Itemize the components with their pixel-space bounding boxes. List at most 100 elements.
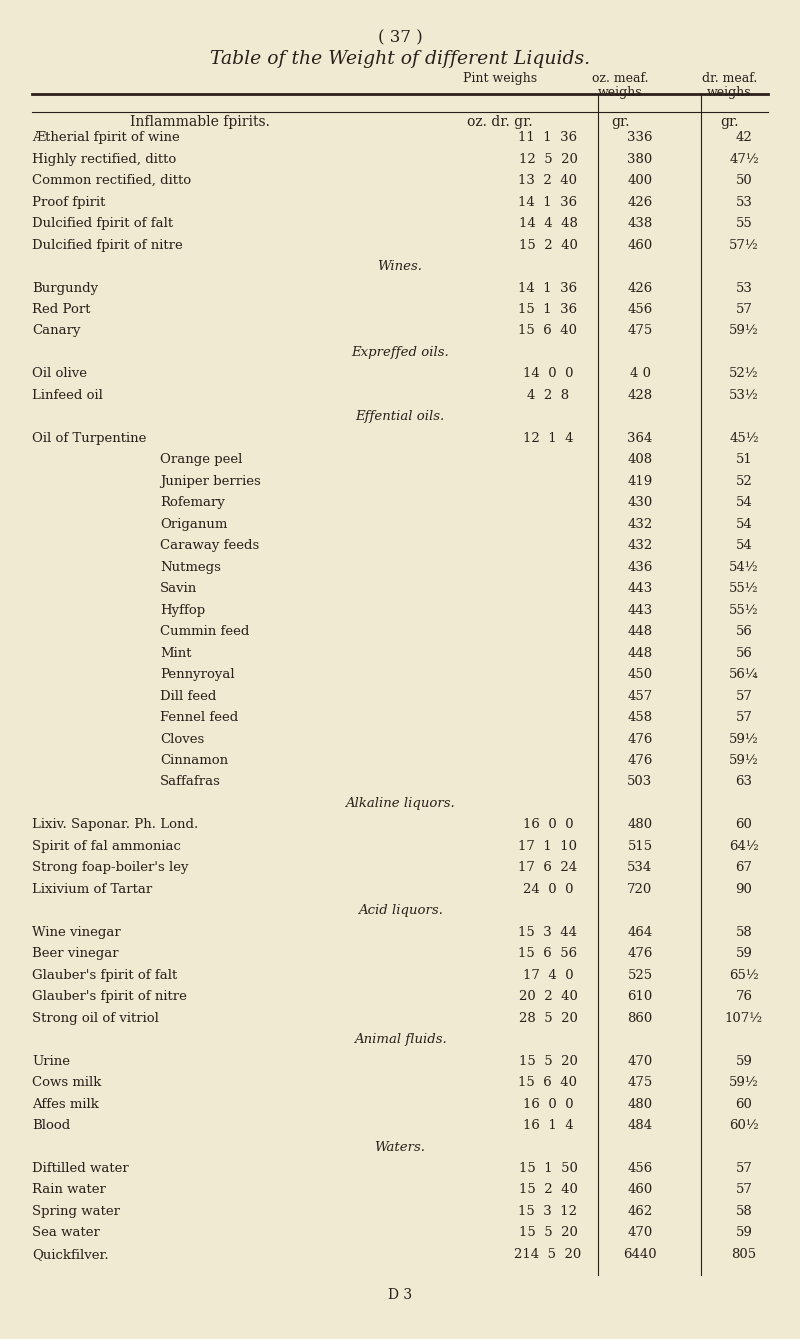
- Text: 214  5  20: 214 5 20: [514, 1248, 582, 1261]
- Text: Cinnamon: Cinnamon: [160, 754, 228, 767]
- Text: 448: 448: [627, 625, 653, 639]
- Text: 55½: 55½: [729, 582, 759, 596]
- Text: Sea water: Sea water: [32, 1227, 100, 1240]
- Text: 805: 805: [731, 1248, 757, 1261]
- Text: Canary: Canary: [32, 324, 81, 337]
- Text: 16  1  4: 16 1 4: [522, 1119, 574, 1131]
- Text: 15  3  12: 15 3 12: [518, 1205, 578, 1218]
- Text: Spring water: Spring water: [32, 1205, 120, 1218]
- Text: 57½: 57½: [729, 238, 759, 252]
- Text: 52½: 52½: [729, 367, 759, 380]
- Text: Expreffed oils.: Expreffed oils.: [351, 345, 449, 359]
- Text: Lixiv. Saponar. Ph. Lond.: Lixiv. Saponar. Ph. Lond.: [32, 818, 198, 832]
- Text: 476: 476: [627, 754, 653, 767]
- Text: Ætherial fpirit of wine: Ætherial fpirit of wine: [32, 131, 180, 145]
- Text: 14  1  36: 14 1 36: [518, 195, 578, 209]
- Text: 24  0  0: 24 0 0: [522, 882, 574, 896]
- Text: 67: 67: [735, 861, 753, 874]
- Text: 53½: 53½: [729, 388, 759, 402]
- Text: Acid liquors.: Acid liquors.: [358, 904, 442, 917]
- Text: 15  1  36: 15 1 36: [518, 303, 578, 316]
- Text: 432: 432: [627, 540, 653, 552]
- Text: 56: 56: [735, 647, 753, 660]
- Text: 54: 54: [736, 497, 752, 509]
- Text: Common rectified, ditto: Common rectified, ditto: [32, 174, 191, 187]
- Text: 15  2  40: 15 2 40: [518, 238, 578, 252]
- Text: Lixivium of Tartar: Lixivium of Tartar: [32, 882, 152, 896]
- Text: Rain water: Rain water: [32, 1184, 106, 1197]
- Text: 430: 430: [627, 497, 653, 509]
- Text: 15  5  20: 15 5 20: [518, 1227, 578, 1240]
- Text: 476: 476: [627, 947, 653, 960]
- Text: Fennel feed: Fennel feed: [160, 711, 238, 724]
- Text: 336: 336: [627, 131, 653, 145]
- Text: 42: 42: [736, 131, 752, 145]
- Text: 54: 54: [736, 518, 752, 530]
- Text: 460: 460: [627, 1184, 653, 1197]
- Text: 475: 475: [627, 1077, 653, 1089]
- Text: Cummin feed: Cummin feed: [160, 625, 250, 639]
- Text: 58: 58: [736, 925, 752, 939]
- Text: 53: 53: [735, 195, 753, 209]
- Text: 60½: 60½: [729, 1119, 759, 1131]
- Text: Inflammable fpirits.: Inflammable fpirits.: [130, 115, 270, 129]
- Text: 408: 408: [627, 454, 653, 466]
- Text: 14  0  0: 14 0 0: [522, 367, 574, 380]
- Text: 480: 480: [627, 818, 653, 832]
- Text: Oil of Turpentine: Oil of Turpentine: [32, 432, 146, 445]
- Text: Dulcified fpirit of nitre: Dulcified fpirit of nitre: [32, 238, 182, 252]
- Text: 17  6  24: 17 6 24: [518, 861, 578, 874]
- Text: Saffafras: Saffafras: [160, 775, 221, 789]
- Text: 364: 364: [627, 432, 653, 445]
- Text: 534: 534: [627, 861, 653, 874]
- Text: 475: 475: [627, 324, 653, 337]
- Text: dr. meaf.: dr. meaf.: [702, 72, 758, 86]
- Text: 63: 63: [735, 775, 753, 789]
- Text: 64½: 64½: [729, 840, 759, 853]
- Text: 462: 462: [627, 1205, 653, 1218]
- Text: 50: 50: [736, 174, 752, 187]
- Text: Cloves: Cloves: [160, 732, 204, 746]
- Text: Savin: Savin: [160, 582, 198, 596]
- Text: 14  1  36: 14 1 36: [518, 281, 578, 295]
- Text: Red Port: Red Port: [32, 303, 90, 316]
- Text: oz. dr. gr.: oz. dr. gr.: [467, 115, 533, 129]
- Text: Pennyroyal: Pennyroyal: [160, 668, 234, 682]
- Text: 4 0: 4 0: [630, 367, 650, 380]
- Text: 57: 57: [735, 1184, 753, 1197]
- Text: 15  6  56: 15 6 56: [518, 947, 578, 960]
- Text: 432: 432: [627, 518, 653, 530]
- Text: Origanum: Origanum: [160, 518, 227, 530]
- Text: Table of the Weight of different Liquids.: Table of the Weight of different Liquids…: [210, 50, 590, 67]
- Text: 484: 484: [627, 1119, 653, 1131]
- Text: 59½: 59½: [729, 324, 759, 337]
- Text: Urine: Urine: [32, 1055, 70, 1067]
- Text: 60: 60: [735, 818, 753, 832]
- Text: 45½: 45½: [729, 432, 759, 445]
- Text: Dill feed: Dill feed: [160, 690, 216, 703]
- Text: Spirit of fal ammoniac: Spirit of fal ammoniac: [32, 840, 181, 853]
- Text: 51: 51: [736, 454, 752, 466]
- Text: Oil olive: Oil olive: [32, 367, 87, 380]
- Text: 426: 426: [627, 195, 653, 209]
- Text: 107½: 107½: [725, 1012, 763, 1024]
- Text: 380: 380: [627, 153, 653, 166]
- Text: Blood: Blood: [32, 1119, 70, 1131]
- Text: 15  1  50: 15 1 50: [518, 1162, 578, 1176]
- Text: 12  1  4: 12 1 4: [522, 432, 574, 445]
- Text: 448: 448: [627, 647, 653, 660]
- Text: 14  4  48: 14 4 48: [518, 217, 578, 230]
- Text: 458: 458: [627, 711, 653, 724]
- Text: Diftilled water: Diftilled water: [32, 1162, 129, 1176]
- Text: oz. meaf.: oz. meaf.: [592, 72, 648, 86]
- Text: Juniper berries: Juniper berries: [160, 475, 261, 487]
- Text: 456: 456: [627, 1162, 653, 1176]
- Text: Glauber's fpirit of nitre: Glauber's fpirit of nitre: [32, 991, 187, 1003]
- Text: 16  0  0: 16 0 0: [522, 818, 574, 832]
- Text: gr.: gr.: [610, 115, 630, 129]
- Text: 15  3  44: 15 3 44: [518, 925, 578, 939]
- Text: 428: 428: [627, 388, 653, 402]
- Text: 13  2  40: 13 2 40: [518, 174, 578, 187]
- Text: Beer vinegar: Beer vinegar: [32, 947, 118, 960]
- Text: Highly rectified, ditto: Highly rectified, ditto: [32, 153, 176, 166]
